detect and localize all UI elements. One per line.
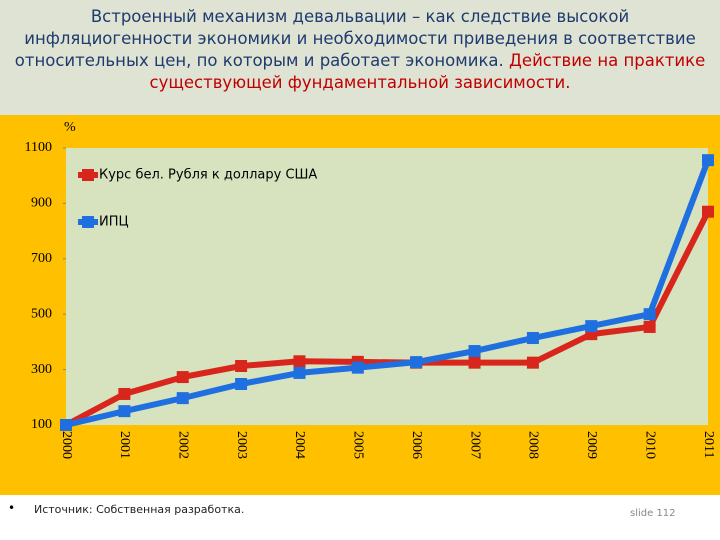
marker — [60, 419, 72, 431]
marker — [351, 361, 364, 374]
x-tick-label: 2000 — [59, 431, 74, 459]
marker — [585, 320, 598, 333]
bullet: • — [8, 501, 16, 515]
marker — [702, 205, 714, 218]
marker — [643, 308, 656, 321]
x-tick-label: 2003 — [234, 431, 249, 459]
y-axis-label: % — [64, 120, 76, 135]
y-tick-label: 500 — [31, 306, 52, 321]
chart: % 100 300 500 700 900 1100 2000 2001 2002 2003 2004… — [0, 115, 720, 495]
slide-number: slide 112 — [630, 508, 676, 519]
marker — [468, 356, 481, 369]
marker — [643, 320, 656, 333]
y-tick-label: 100 — [31, 417, 52, 432]
title: Встроенный механизм девальвации – как сл… — [10, 6, 710, 94]
x-tick-label: 2010 — [642, 431, 657, 459]
x-tick-label: 2006 — [409, 431, 424, 459]
marker — [235, 359, 248, 372]
x-tick-label: 2005 — [351, 431, 366, 459]
x-tick-label: 2009 — [584, 431, 599, 459]
y-tick-label: 300 — [31, 362, 52, 377]
series-line — [65, 159, 711, 428]
marker — [526, 356, 539, 369]
marker — [526, 332, 539, 345]
marker — [410, 356, 423, 369]
title-highlight: Действие на практике существующей фундам… — [149, 51, 706, 92]
x-tick-label: 2007 — [467, 431, 482, 459]
marker — [468, 345, 481, 358]
marker — [702, 154, 714, 167]
marker — [293, 366, 306, 379]
marker — [118, 405, 131, 418]
x-tick-label: 2002 — [176, 431, 191, 459]
marker — [118, 387, 131, 400]
y-tick-label: 900 — [31, 196, 52, 211]
marker — [176, 371, 189, 384]
x-tick-label: 2001 — [117, 431, 132, 459]
y-tick-label: 700 — [31, 251, 52, 266]
marker — [176, 392, 189, 405]
legend-marker — [82, 169, 94, 181]
source: Источник: Собственная разработка. — [34, 503, 245, 516]
x-tick-label: 2011 — [701, 431, 716, 458]
y-tick-label: 1100 — [25, 140, 52, 155]
header: Встроенный механизм девальвации – как сл… — [0, 0, 720, 115]
x-tick-label: 2008 — [526, 431, 541, 459]
legend-label: ИПЦ — [99, 215, 129, 230]
marker — [293, 355, 306, 368]
legend-marker — [82, 216, 94, 228]
marker — [235, 378, 248, 391]
title-text: Встроенный механизм девальвации – как сл… — [14, 7, 696, 70]
footer: • Источник: Собственная разработка. slid… — [0, 495, 720, 540]
legend-label: Курс бел. Рубля к доллару США — [99, 168, 317, 183]
x-tick-label: 2004 — [292, 431, 307, 459]
